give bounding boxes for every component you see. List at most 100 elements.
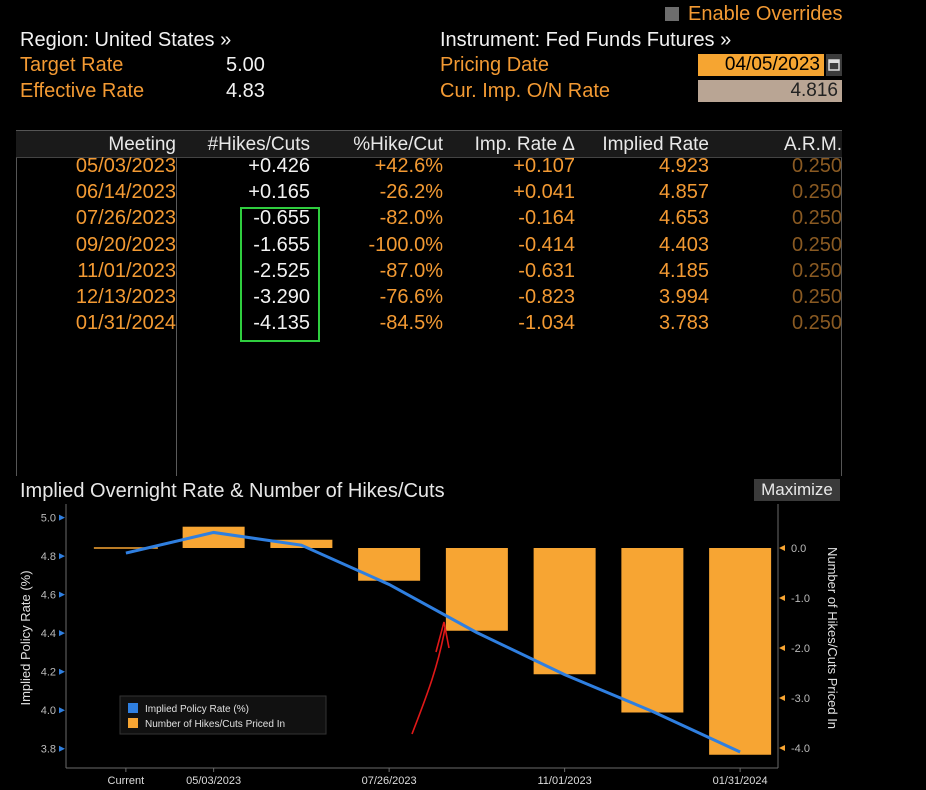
x-tick-label: Current — [108, 775, 145, 787]
right-tick-label: 0.0 — [791, 543, 806, 555]
left-tick-label: 4.0 — [41, 705, 56, 717]
table-row[interactable]: 05/03/2023 +0.426 +42.6% +0.107 4.923 0.250 — [16, 155, 842, 181]
instrument-selector[interactable]: Instrument: Fed Funds Futures » — [440, 29, 732, 51]
bar — [182, 526, 245, 548]
chart-canvas: 3.8 4.0 4.2 4.4 4.6 4.8 5.0 -4.0 -3.0 -2.0 -1.0 0.0… — [18, 504, 840, 787]
right-axis-title: Number of Hikes/Cuts Priced In — [825, 547, 840, 729]
cell-arm: 0.250 — [791, 259, 842, 282]
col-arm[interactable]: A.R.M. — [783, 134, 842, 155]
right-tick-marker — [779, 645, 785, 651]
cell-pct-hike-cut: +42.6% — [374, 155, 443, 177]
cell-implied-rate: 3.994 — [658, 286, 709, 308]
cell-imp-rate-delta: -0.823 — [518, 286, 575, 308]
left-tick-marker — [59, 630, 65, 637]
cell-implied-rate: 4.923 — [658, 155, 709, 177]
x-tick-label: 07/26/2023 — [362, 775, 417, 787]
col-hikes-cuts[interactable]: #Hikes/Cuts — [207, 134, 310, 155]
cell-pct-hike-cut: -82.0% — [379, 207, 443, 230]
x-tick-label: 11/01/2023 — [538, 775, 592, 787]
right-tick-label: -3.0 — [791, 693, 810, 705]
maximize-button[interactable]: Maximize — [754, 479, 840, 501]
bar — [533, 548, 596, 675]
cell-imp-rate-delta: -0.414 — [518, 233, 575, 256]
cell-implied-rate: 4.185 — [658, 259, 709, 282]
table-row[interactable]: 12/13/2023 -3.290 -76.6% -0.823 3.994 0.250 — [16, 286, 842, 312]
cell-hikes-cuts: -4.135 — [253, 312, 310, 335]
onrate-label: Cur. Imp. O/N Rate — [440, 80, 611, 102]
cell-arm: 0.250 — [791, 207, 842, 230]
enable-overrides-label[interactable]: Enable Overrides — [688, 3, 843, 25]
cell-pct-hike-cut: -87.0% — [379, 259, 443, 282]
left-tick-marker — [59, 591, 65, 598]
left-tick-label: 4.8 — [41, 551, 56, 563]
cell-implied-rate: 4.653 — [658, 207, 709, 230]
legend — [119, 695, 327, 735]
pricing-date-input[interactable]: 04/05/2023 — [698, 54, 824, 76]
x-tick-label: 05/03/2023 — [186, 775, 241, 787]
left-tick-label: 4.4 — [41, 628, 56, 640]
cell-hikes-cuts: -0.655 — [253, 207, 310, 230]
cell-implied-rate: 3.783 — [658, 312, 709, 335]
col-pct-hike-cut[interactable]: %Hike/Cut — [353, 134, 443, 155]
bar — [709, 548, 772, 755]
cell-implied-rate: 4.403 — [658, 233, 709, 256]
left-tick-marker — [59, 707, 65, 714]
legend-swatch-bars — [128, 718, 138, 728]
calendar-icon[interactable] — [826, 54, 842, 76]
pricing-date-label: Pricing Date — [440, 54, 549, 76]
effective-rate-value: 4.83 — [226, 80, 265, 102]
cell-hikes-cuts: +0.426 — [248, 155, 310, 177]
right-tick-marker — [779, 695, 785, 701]
cell-arm: 0.250 — [791, 181, 842, 204]
cell-meeting: 11/01/2023 — [77, 259, 176, 282]
right-tick-label: -2.0 — [791, 643, 810, 655]
cell-arm: 0.250 — [791, 312, 842, 335]
table-row[interactable]: 09/20/2023 -1.655 -100.0% -0.414 4.403 0.250 — [16, 234, 842, 260]
bar — [621, 548, 684, 713]
chart-title: Implied Overnight Rate & Number of Hikes… — [20, 480, 445, 502]
left-tick-label: 4.2 — [41, 667, 56, 679]
col-implied-rate[interactable]: Implied Rate — [602, 134, 709, 155]
cell-hikes-cuts: -1.655 — [253, 233, 310, 256]
onrate-input[interactable]: 4.816 — [698, 80, 842, 102]
cell-arm: 0.250 — [791, 155, 842, 177]
cell-meeting: 07/26/2023 — [75, 207, 176, 230]
cell-imp-rate-delta: -0.164 — [518, 207, 575, 230]
highlight-box — [240, 207, 320, 342]
bar — [445, 548, 508, 631]
left-tick-label: 4.6 — [41, 590, 56, 602]
left-tick-label: 5.0 — [41, 513, 56, 525]
right-tick-label: -1.0 — [791, 593, 810, 605]
legend-swatch-line — [128, 703, 138, 713]
cell-pct-hike-cut: -76.6% — [379, 286, 443, 308]
cell-meeting: 12/13/2023 — [75, 286, 176, 308]
legend-label-bars: Number of Hikes/Cuts Priced In — [145, 719, 285, 730]
cell-pct-hike-cut: -100.0% — [368, 233, 444, 256]
enable-overrides-checkbox[interactable] — [665, 7, 679, 21]
region-selector[interactable]: Region: United States » — [20, 29, 232, 51]
red-arrow-annotation — [411, 621, 450, 735]
cell-imp-rate-delta: +0.041 — [513, 181, 575, 204]
table-row[interactable]: 11/01/2023 -2.525 -87.0% -0.631 4.185 0.250 — [16, 260, 842, 286]
cell-meeting: 09/20/2023 — [75, 233, 176, 256]
x-tick-label: 01/31/2024 — [713, 775, 768, 787]
right-tick-marker — [779, 595, 785, 601]
rate-line — [125, 530, 741, 754]
table-row[interactable]: 07/26/2023 -0.655 -82.0% -0.164 4.653 0.250 — [16, 207, 842, 233]
effective-rate-label: Effective Rate — [20, 80, 145, 102]
cell-imp-rate-delta: -0.631 — [518, 259, 575, 282]
table-row[interactable]: 06/14/2023 +0.165 -26.2% +0.041 4.857 0.250 — [16, 181, 842, 207]
cell-meeting: 05/03/2023 — [75, 155, 176, 177]
col-meeting[interactable]: Meeting — [108, 134, 176, 155]
left-tick-marker — [59, 514, 65, 521]
cell-hikes-cuts: -3.290 — [253, 286, 310, 308]
left-tick-marker — [59, 745, 65, 752]
col-imp-rate-delta[interactable]: Imp. Rate Δ — [474, 134, 575, 155]
table-row[interactable]: 01/31/2024 -4.135 -84.5% -1.034 3.783 0.250 — [16, 312, 842, 338]
cell-arm: 0.250 — [791, 286, 842, 308]
column-divider — [176, 157, 177, 476]
cell-meeting: 06/14/2023 — [75, 181, 176, 204]
cell-arm: 0.250 — [791, 233, 842, 256]
cell-pct-hike-cut: -84.5% — [379, 312, 443, 335]
cell-imp-rate-delta: -1.034 — [518, 312, 575, 335]
